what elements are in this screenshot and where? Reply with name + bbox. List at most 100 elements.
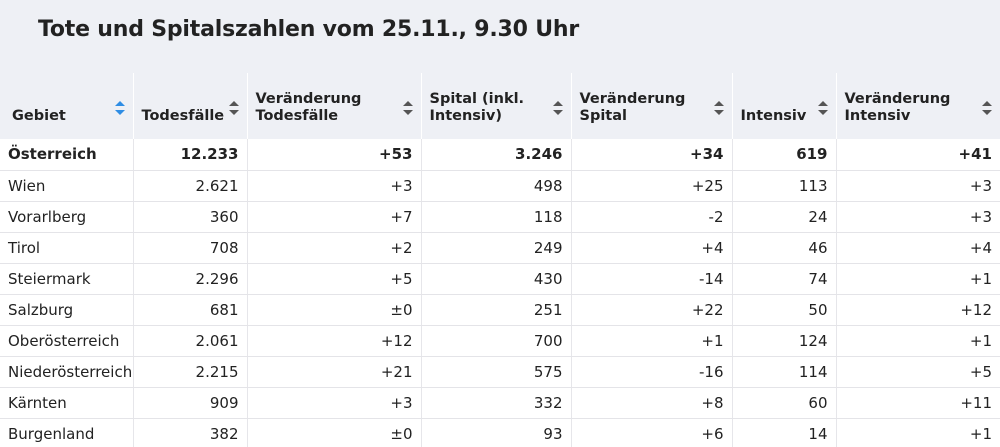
table-row-total: Österreich 12.233 +53 3.246 +34 619 +41 [0,139,1000,171]
cell-veraenderung-intensiv: +3 [835,170,1000,202]
cell-gebiet: Tirol [0,232,133,264]
cell-veraenderung-todesfaelle: +3 [246,387,421,419]
cell-veraenderung-todesfaelle: +53 [246,139,421,171]
data-table: Gebiet Todesfälle Veränderung Todesfälle … [0,73,1000,447]
cell-spital: 249 [420,232,571,264]
sort-icon[interactable] [402,101,413,115]
table-row: Salzburg 681 ±0 251 +22 50 +12 [0,294,1000,326]
cell-intensiv: 14 [731,418,836,447]
table-row: Burgenland 382 ±0 93 +6 14 +1 [0,418,1000,447]
cell-spital: 93 [420,418,571,447]
column-header-label: Gebiet [12,108,66,124]
sort-icon[interactable] [552,101,563,115]
column-header-label: Veränderung Todesfälle [255,91,362,124]
column-header-label: Intensiv [740,108,807,124]
cell-veraenderung-spital: +22 [570,294,732,326]
cell-todesfaelle: 382 [132,418,247,447]
cell-veraenderung-todesfaelle: ±0 [246,294,421,326]
cell-veraenderung-intensiv: +1 [835,418,1000,447]
column-header-label: Veränderung Spital [579,91,686,124]
cell-veraenderung-todesfaelle: ±0 [246,418,421,447]
table-row: Steiermark 2.296 +5 430 -14 74 +1 [0,263,1000,295]
cell-veraenderung-todesfaelle: +12 [246,325,421,357]
cell-veraenderung-spital: +6 [570,418,732,447]
column-header-spital[interactable]: Spital (inkl. Intensiv) [420,73,571,139]
sort-icon[interactable] [982,101,992,115]
column-header-todesfaelle[interactable]: Todesfälle [132,73,247,139]
cell-todesfaelle: 2.061 [132,325,247,357]
table-row: Tirol 708 +2 249 +4 46 +4 [0,232,1000,264]
column-header-label: Veränderung Intensiv [844,91,951,124]
cell-veraenderung-spital: -16 [570,356,732,388]
cell-todesfaelle: 2.296 [132,263,247,295]
cell-veraenderung-intensiv: +4 [835,232,1000,264]
cell-veraenderung-intensiv: +1 [835,263,1000,295]
cell-veraenderung-spital: -2 [570,201,732,233]
cell-gebiet: Kärnten [0,387,133,419]
cell-todesfaelle: 681 [132,294,247,326]
column-header-veraenderung-spital[interactable]: Veränderung Spital [570,73,732,139]
cell-intensiv: 124 [731,325,836,357]
cell-veraenderung-spital: +8 [570,387,732,419]
cell-veraenderung-intensiv: +11 [835,387,1000,419]
cell-todesfaelle: 708 [132,232,247,264]
cell-veraenderung-todesfaelle: +5 [246,263,421,295]
cell-todesfaelle: 909 [132,387,247,419]
cell-gebiet: Wien [0,170,133,202]
header-row: Gebiet Todesfälle Veränderung Todesfälle … [0,73,1000,139]
column-header-gebiet[interactable]: Gebiet [0,73,133,139]
sort-icon[interactable] [817,101,828,115]
cell-veraenderung-spital: +1 [570,325,732,357]
cell-intensiv: 74 [731,263,836,295]
sort-icon[interactable] [228,101,239,115]
cell-veraenderung-intensiv: +12 [835,294,1000,326]
cell-intensiv: 619 [731,139,836,171]
cell-veraenderung-intensiv: +1 [835,325,1000,357]
cell-todesfaelle: 360 [132,201,247,233]
cell-intensiv: 46 [731,232,836,264]
table-row: Oberösterreich 2.061 +12 700 +1 124 +1 [0,325,1000,357]
cell-spital: 575 [420,356,571,388]
table-row: Vorarlberg 360 +7 118 -2 24 +3 [0,201,1000,233]
cell-spital: 118 [420,201,571,233]
page-title: Tote und Spitalszahlen vom 25.11., 9.30 … [38,17,579,42]
cell-veraenderung-todesfaelle: +7 [246,201,421,233]
cell-intensiv: 60 [731,387,836,419]
table-row: Niederösterreich 2.215 +21 575 -16 114 +5 [0,356,1000,388]
column-header-label: Spital (inkl. Intensiv) [429,91,525,124]
cell-veraenderung-spital: -14 [570,263,732,295]
sort-icon[interactable] [114,101,125,115]
cell-intensiv: 113 [731,170,836,202]
cell-spital: 430 [420,263,571,295]
cell-veraenderung-todesfaelle: +3 [246,170,421,202]
column-header-intensiv[interactable]: Intensiv [731,73,836,139]
cell-todesfaelle: 2.215 [132,356,247,388]
cell-spital: 251 [420,294,571,326]
table-body: Österreich 12.233 +53 3.246 +34 619 +41 Wien 2.6… [0,139,1000,447]
sort-icon[interactable] [713,101,724,115]
cell-gebiet: Vorarlberg [0,201,133,233]
cell-gebiet: Steiermark [0,263,133,295]
cell-gebiet: Oberösterreich [0,325,133,357]
column-header-veraenderung-intensiv[interactable]: Veränderung Intensiv [835,73,1000,139]
cell-spital: 700 [420,325,571,357]
cell-veraenderung-intensiv: +3 [835,201,1000,233]
cell-intensiv: 50 [731,294,836,326]
cell-spital: 498 [420,170,571,202]
column-header-veraenderung-todesfaelle[interactable]: Veränderung Todesfälle [246,73,421,139]
cell-todesfaelle: 2.621 [132,170,247,202]
cell-veraenderung-todesfaelle: +21 [246,356,421,388]
cell-intensiv: 24 [731,201,836,233]
cell-spital: 332 [420,387,571,419]
cell-gebiet: Burgenland [0,418,133,447]
cell-gebiet: Niederösterreich [0,356,133,388]
header-band: Tote und Spitalszahlen vom 25.11., 9.30 … [0,0,1000,73]
cell-veraenderung-spital: +25 [570,170,732,202]
cell-gebiet: Österreich [0,139,133,171]
cell-veraenderung-intensiv: +41 [835,139,1000,171]
cell-veraenderung-intensiv: +5 [835,356,1000,388]
column-header-label: Todesfälle [141,108,225,124]
cell-todesfaelle: 12.233 [132,139,247,171]
cell-spital: 3.246 [420,139,571,171]
table-row: Kärnten 909 +3 332 +8 60 +11 [0,387,1000,419]
